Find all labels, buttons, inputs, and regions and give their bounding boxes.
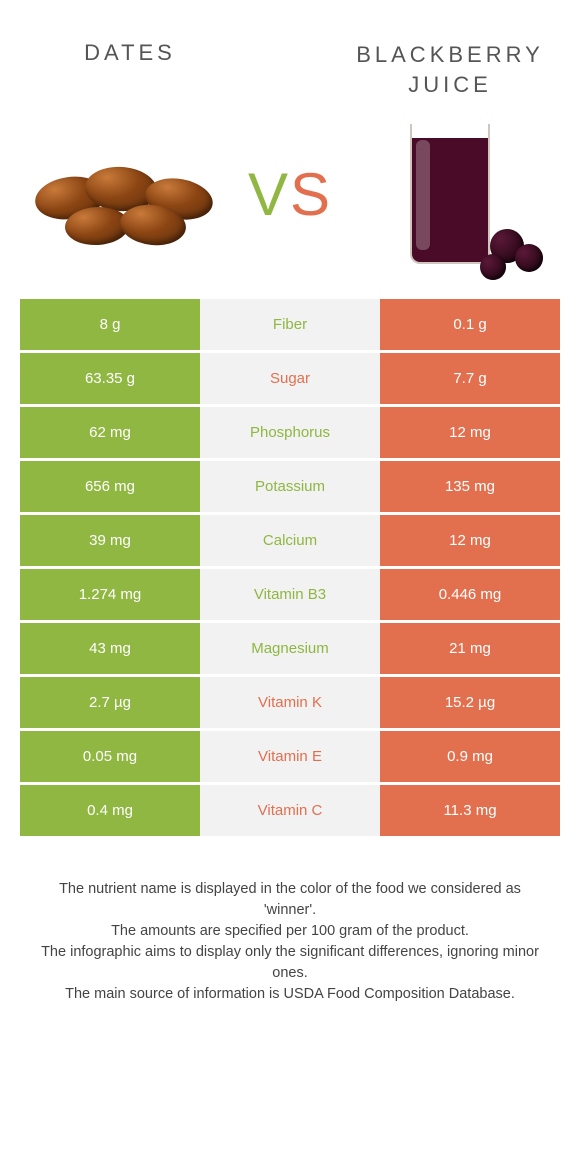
comparison-table: 8 gFiber0.1 g63.35 gSugar7.7 g62 mgPhosp… [0,299,580,839]
blackberry-juice-image [360,119,550,269]
images-row: VS [0,109,580,299]
value-right: 21 mg [380,623,560,674]
header: Dates Blackberry Juice [0,0,580,109]
table-row: 0.4 mgVitamin C11.3 mg [20,785,560,839]
table-row: 43 mgMagnesium21 mg [20,623,560,677]
table-row: 656 mgPotassium135 mg [20,461,560,515]
value-right: 0.446 mg [380,569,560,620]
title-right: Blackberry Juice [350,40,550,99]
nutrient-label: Vitamin B3 [200,569,380,620]
value-left: 63.35 g [20,353,200,404]
nutrient-label: Magnesium [200,623,380,674]
value-left: 39 mg [20,515,200,566]
table-row: 0.05 mgVitamin E0.9 mg [20,731,560,785]
value-right: 7.7 g [380,353,560,404]
nutrient-label: Potassium [200,461,380,512]
table-row: 62 mgPhosphorus12 mg [20,407,560,461]
nutrient-label: Vitamin E [200,731,380,782]
table-row: 2.7 µgVitamin K15.2 µg [20,677,560,731]
nutrient-label: Vitamin C [200,785,380,836]
vs-s: S [290,161,332,228]
title-right-line1: Blackberry [350,40,550,70]
value-left: 0.05 mg [20,731,200,782]
value-right: 11.3 mg [380,785,560,836]
value-left: 656 mg [20,461,200,512]
footer-line: The amounts are specified per 100 gram o… [35,921,545,942]
title-left: Dates [30,40,230,66]
value-left: 1.274 mg [20,569,200,620]
dates-image [30,137,220,287]
value-right: 135 mg [380,461,560,512]
vs-v: V [248,161,290,228]
nutrient-label: Sugar [200,353,380,404]
footer-line: The main source of information is USDA F… [35,984,545,1005]
value-right: 0.1 g [380,299,560,350]
table-row: 1.274 mgVitamin B30.446 mg [20,569,560,623]
table-row: 8 gFiber0.1 g [20,299,560,353]
table-row: 63.35 gSugar7.7 g [20,353,560,407]
table-row: 39 mgCalcium12 mg [20,515,560,569]
value-left: 0.4 mg [20,785,200,836]
title-right-line2: Juice [350,70,550,100]
value-right: 12 mg [380,515,560,566]
value-left: 8 g [20,299,200,350]
value-right: 12 mg [380,407,560,458]
value-right: 0.9 mg [380,731,560,782]
value-left: 62 mg [20,407,200,458]
footer-notes: The nutrient name is displayed in the co… [0,839,580,1005]
nutrient-label: Calcium [200,515,380,566]
value-left: 2.7 µg [20,677,200,728]
nutrient-label: Phosphorus [200,407,380,458]
nutrient-label: Fiber [200,299,380,350]
nutrient-label: Vitamin K [200,677,380,728]
vs-label: VS [230,160,350,229]
footer-line: The infographic aims to display only the… [35,942,545,984]
value-left: 43 mg [20,623,200,674]
value-right: 15.2 µg [380,677,560,728]
footer-line: The nutrient name is displayed in the co… [35,879,545,921]
